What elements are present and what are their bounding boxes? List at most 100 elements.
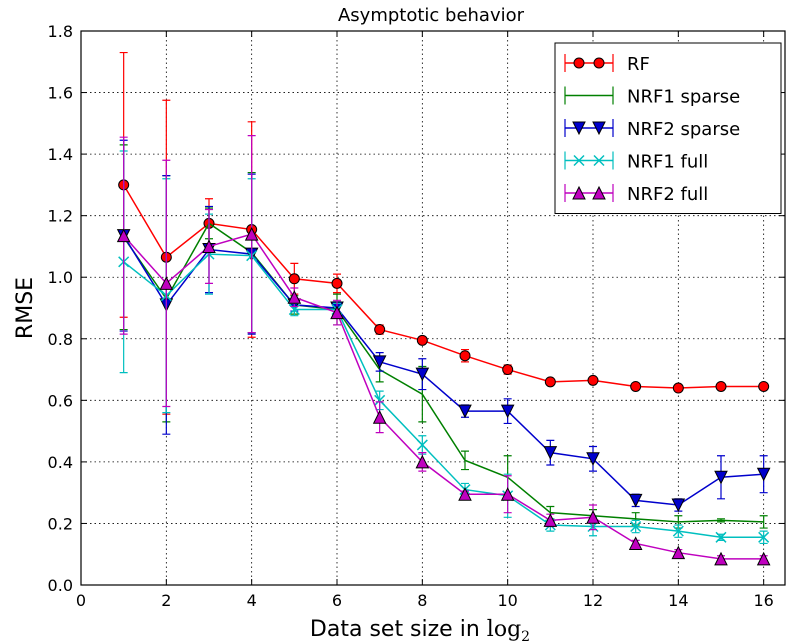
data-point <box>543 513 558 527</box>
x-tick-label: 16 <box>753 591 773 610</box>
legend-label: NRF1 full <box>627 152 708 173</box>
data-point <box>159 276 174 290</box>
legend-errorbar <box>564 184 614 202</box>
data-point <box>372 355 387 369</box>
data-point <box>671 545 686 560</box>
data-point <box>586 452 600 466</box>
legend-errorbar <box>564 119 614 137</box>
x-tick-label: 0 <box>76 591 86 610</box>
data-point <box>287 290 302 304</box>
legend-errorbar <box>564 151 614 170</box>
data-point <box>374 394 386 406</box>
data-point <box>630 380 642 392</box>
x-axis-label-sub: 2 <box>521 629 530 643</box>
y-tick-label: 0.4 <box>48 453 73 472</box>
data-point <box>572 185 586 200</box>
data-point <box>628 493 643 508</box>
error-bar <box>461 450 469 471</box>
x-axis-label-math: log <box>487 617 521 642</box>
data-point <box>500 487 515 501</box>
data-point <box>715 531 727 543</box>
legend-label: RF <box>627 54 650 75</box>
data-point <box>202 239 216 253</box>
data-point <box>288 273 300 285</box>
legend-errorbar <box>564 54 614 72</box>
chart-title: Asymptotic behavior <box>338 5 525 26</box>
x-axis-label: Data set size in log2 <box>310 617 530 643</box>
legend-entry: NRF1 sparse <box>564 86 740 108</box>
y-axis-label: RMSE <box>13 277 38 339</box>
data-point <box>374 324 386 336</box>
data-point <box>714 551 728 566</box>
data-point <box>758 531 770 543</box>
error-bar <box>759 515 768 529</box>
legend-entry: NRF2 full <box>564 184 708 205</box>
plot-frame <box>80 30 786 586</box>
series-nrf2-sparse <box>116 139 771 513</box>
legend-label: NRF2 sparse <box>627 119 740 140</box>
data-point <box>244 227 259 241</box>
data-point <box>756 467 771 482</box>
data-point <box>116 228 131 243</box>
legend-entry: NRF1 full <box>564 151 708 173</box>
series-line <box>123 233 764 560</box>
y-tick-label: 1.6 <box>48 84 73 103</box>
data-point <box>500 404 515 419</box>
data-point <box>573 57 585 69</box>
legend-errorbar <box>564 86 614 105</box>
data-point <box>592 185 606 200</box>
legend-entry: RF <box>564 54 650 75</box>
data-point <box>758 380 770 392</box>
x-tick-label: 10 <box>497 591 517 610</box>
legend-label: NRF1 sparse <box>627 87 740 108</box>
data-point <box>572 121 586 136</box>
data-point <box>372 410 387 424</box>
data-point <box>714 470 728 485</box>
data-point <box>628 536 643 550</box>
data-point <box>331 277 343 289</box>
data-point <box>630 520 642 533</box>
x-tick-label: 8 <box>417 591 427 610</box>
data-point <box>458 404 472 419</box>
data-point <box>543 446 558 460</box>
series-line <box>123 235 764 506</box>
y-tick-label: 1.8 <box>48 22 73 41</box>
y-tick-label: 0.0 <box>48 576 73 595</box>
y-tick-label: 0.6 <box>48 391 73 410</box>
data-point <box>415 454 430 469</box>
series-line <box>123 253 764 539</box>
data-point <box>502 364 514 376</box>
data-point <box>672 525 684 537</box>
data-point <box>593 57 605 69</box>
data-point <box>587 374 599 386</box>
data-point <box>593 154 605 167</box>
data-point <box>458 487 472 501</box>
series-layer <box>116 51 771 566</box>
x-tick-label: 4 <box>247 591 257 610</box>
y-tick-label: 1.2 <box>48 207 73 226</box>
y-tick-label: 0.8 <box>48 330 73 349</box>
data-point <box>459 350 471 362</box>
x-tick-label: 2 <box>161 591 171 610</box>
y-tick-label: 0.2 <box>48 514 73 533</box>
x-tick-label: 14 <box>668 591 688 610</box>
x-tick-label: 12 <box>583 591 603 610</box>
legend-entry: NRF2 sparse <box>564 119 740 140</box>
data-point <box>544 376 556 388</box>
series-line <box>123 184 764 389</box>
data-point <box>416 334 428 346</box>
error-bar <box>717 518 725 523</box>
x-tick-label: 6 <box>332 591 342 610</box>
data-point <box>672 382 684 394</box>
data-point <box>415 367 430 382</box>
series-line <box>123 222 764 523</box>
data-point <box>586 510 600 524</box>
data-point <box>756 551 771 566</box>
y-tick-label: 1.4 <box>48 145 73 164</box>
data-point <box>715 380 727 392</box>
x-axis-label-text: Data set size in <box>310 617 480 642</box>
legend: RF NRF1 sparse NRF2 sparse NRF1 full NRF2 fu… <box>554 42 782 214</box>
data-point <box>330 305 344 320</box>
legend-label: NRF2 full <box>627 184 708 205</box>
